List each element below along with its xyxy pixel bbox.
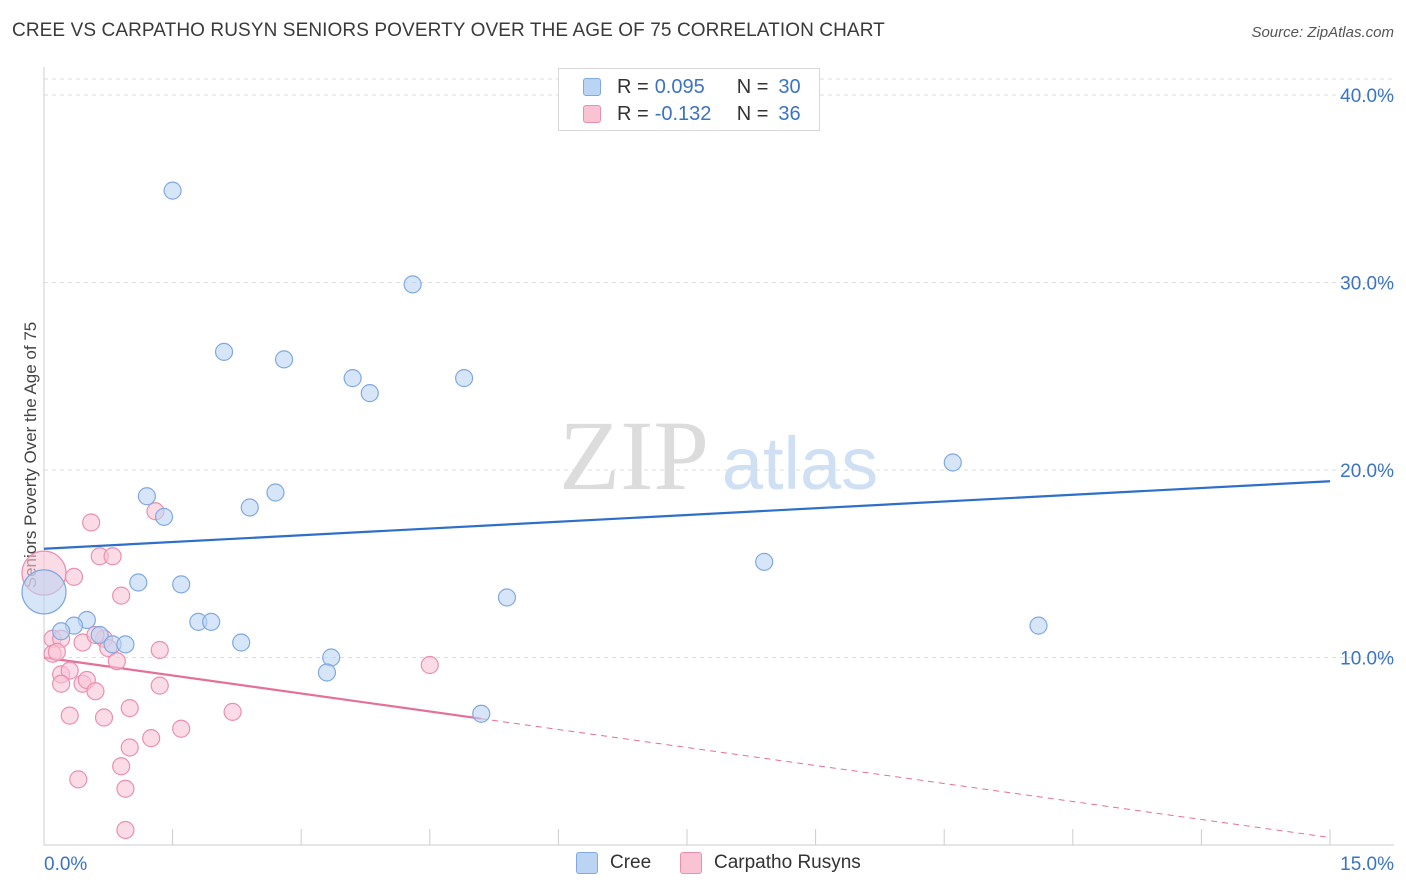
cree-point (116, 635, 135, 654)
cree-point (137, 487, 156, 506)
cree-swatch (583, 78, 601, 96)
y-tick-label: 30.0% (1340, 274, 1394, 295)
data-points (21, 181, 1048, 840)
cree-point (360, 384, 379, 403)
cree-point (21, 569, 67, 615)
legend-row-carpatho: R = -0.132 N = 36 (583, 101, 801, 127)
axes (43, 67, 1394, 846)
carpatho-point (150, 640, 169, 660)
r-label: R = (617, 102, 649, 125)
carpatho-point (142, 729, 161, 748)
carpatho-point (150, 676, 169, 695)
cree-point (214, 342, 234, 361)
cree-n-value: 30 (778, 75, 801, 98)
carpatho-point (47, 642, 66, 661)
carpatho-point (86, 682, 105, 701)
carpatho-point (103, 547, 122, 566)
cree-point (266, 483, 285, 502)
carpatho-point (420, 655, 439, 675)
cree-point (1029, 616, 1048, 635)
cree-point (454, 369, 474, 388)
carpatho-point (120, 738, 139, 757)
carpatho-r-value: -0.132 (654, 102, 712, 125)
cree-point (90, 625, 109, 645)
carpatho-point (112, 586, 131, 605)
cree-point (497, 588, 517, 607)
r-label: R = (617, 75, 649, 98)
carpatho-point (69, 770, 88, 789)
n-label: N = (736, 75, 769, 98)
carpatho-point (52, 674, 71, 693)
source-label: Source: ZipAtlas.com (1251, 24, 1394, 41)
tick-labels: 10.0% 20.0% 30.0% 40.0% 0.0% 15.0% (44, 86, 1394, 875)
carpatho-n-value: 36 (778, 102, 801, 125)
carpatho-legend-label: Carpatho Rusyns (714, 852, 861, 873)
cree-point (755, 552, 774, 571)
cree-point (202, 612, 221, 631)
cree-r-value: 0.095 (654, 75, 705, 98)
watermark: ZIP atlas (559, 400, 878, 511)
bottom-legend-carpatho: Carpatho Rusyns (680, 852, 861, 874)
watermark-zip: ZIP (559, 400, 709, 511)
carpatho-point (116, 779, 135, 798)
cree-point (52, 622, 71, 641)
carpatho-swatch (583, 105, 601, 123)
x-tick-label: 0.0% (44, 854, 87, 875)
carpatho-swatch (680, 852, 702, 874)
cree-point (472, 704, 491, 723)
grid-lines (44, 78, 1394, 658)
cree-point (172, 575, 191, 594)
y-tick-label: 20.0% (1340, 461, 1394, 482)
n-label: N = (736, 102, 769, 125)
cree-point (129, 573, 148, 592)
cree-legend-label: Cree (610, 852, 652, 873)
carpatho-point (94, 708, 114, 727)
carpatho-point (116, 820, 135, 840)
carpatho-point (107, 652, 126, 671)
chart-title: CREE VS CARPATHO RUSYN SENIORS POVERTY O… (12, 20, 885, 41)
carpatho-point (223, 702, 242, 721)
cree-point (154, 507, 174, 526)
cree-point (322, 648, 341, 667)
carpatho-point (120, 699, 139, 718)
carpatho-point (82, 513, 101, 532)
cree-point (240, 498, 259, 517)
trend-line-cree (43, 480, 1331, 550)
carpatho-point (64, 567, 84, 586)
y-tick-label: 40.0% (1340, 86, 1394, 107)
carpatho-point (112, 757, 131, 776)
carpatho-point (60, 661, 79, 680)
cree-point (403, 275, 422, 294)
cree-point (943, 453, 962, 472)
y-tick-label: 10.0% (1340, 649, 1394, 670)
bottom-legend-cree: Cree (576, 852, 651, 874)
carpatho-point (60, 706, 79, 725)
cree-point (232, 633, 251, 652)
carpatho-point (172, 719, 191, 738)
legend-row-cree: R = 0.095 N = 30 (583, 74, 801, 100)
cree-swatch (576, 852, 598, 874)
watermark-atlas: atlas (722, 422, 878, 505)
trend-line-carpatho-extension (481, 718, 1331, 838)
cree-point (163, 181, 182, 200)
cree-point (274, 350, 294, 369)
trend-lines (43, 480, 1331, 838)
cree-point (317, 663, 337, 682)
x-tick-label: 15.0% (1340, 854, 1394, 875)
stats-legend: R = 0.095 N = 30 R = -0.132 N = 36 (558, 68, 820, 131)
cree-point (343, 369, 362, 388)
